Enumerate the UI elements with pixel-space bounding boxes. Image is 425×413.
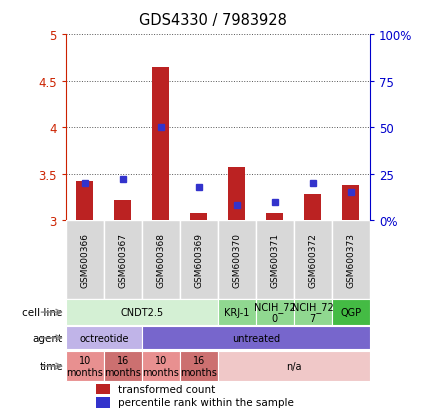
FancyBboxPatch shape [180, 351, 218, 381]
FancyBboxPatch shape [66, 221, 104, 299]
FancyBboxPatch shape [332, 300, 370, 325]
Text: GSM600369: GSM600369 [194, 233, 203, 287]
FancyBboxPatch shape [218, 351, 370, 381]
Text: GSM600366: GSM600366 [80, 233, 89, 287]
Text: 10
months: 10 months [142, 355, 179, 377]
FancyBboxPatch shape [66, 300, 218, 325]
Text: GSM600372: GSM600372 [308, 233, 317, 287]
Bar [76, 182, 94, 221]
Bar [190, 214, 207, 221]
Text: n/a: n/a [286, 361, 301, 371]
Bar [152, 68, 170, 221]
Text: transformed count: transformed count [118, 384, 215, 394]
Text: GSM600367: GSM600367 [118, 233, 127, 287]
FancyBboxPatch shape [256, 221, 294, 299]
Bar [266, 214, 283, 221]
FancyBboxPatch shape [104, 221, 142, 299]
FancyBboxPatch shape [294, 221, 332, 299]
Text: NCIH_72
7: NCIH_72 7 [292, 301, 334, 324]
FancyBboxPatch shape [66, 327, 142, 349]
Text: GSM600368: GSM600368 [156, 233, 165, 287]
Bar [228, 168, 245, 221]
Text: 16
months: 16 months [105, 355, 141, 377]
Bar [114, 200, 131, 221]
FancyBboxPatch shape [294, 300, 332, 325]
Bar [304, 195, 321, 221]
Bar [96, 384, 110, 394]
Text: 16
months: 16 months [180, 355, 217, 377]
FancyBboxPatch shape [142, 327, 370, 349]
Text: cell line: cell line [23, 307, 63, 317]
Text: time: time [39, 361, 63, 371]
Text: percentile rank within the sample: percentile rank within the sample [118, 397, 293, 407]
FancyBboxPatch shape [256, 300, 294, 325]
Text: octreotide: octreotide [79, 333, 129, 343]
Text: GDS4330 / 7983928: GDS4330 / 7983928 [139, 13, 286, 28]
Text: agent: agent [33, 333, 63, 343]
Bar [342, 185, 359, 221]
FancyBboxPatch shape [142, 351, 180, 381]
Bar [96, 397, 110, 408]
FancyBboxPatch shape [142, 221, 180, 299]
Text: GSM600370: GSM600370 [232, 233, 241, 287]
FancyBboxPatch shape [180, 221, 218, 299]
Text: GSM600373: GSM600373 [346, 233, 355, 287]
FancyBboxPatch shape [218, 221, 256, 299]
Text: untreated: untreated [232, 333, 280, 343]
Text: NCIH_72
0: NCIH_72 0 [254, 301, 296, 324]
FancyBboxPatch shape [66, 351, 104, 381]
Text: 10
months: 10 months [66, 355, 103, 377]
FancyBboxPatch shape [218, 300, 256, 325]
Text: CNDT2.5: CNDT2.5 [120, 307, 163, 317]
FancyBboxPatch shape [104, 351, 142, 381]
FancyBboxPatch shape [332, 221, 370, 299]
Text: GSM600371: GSM600371 [270, 233, 279, 287]
Text: KRJ-1: KRJ-1 [224, 307, 249, 317]
Text: QGP: QGP [340, 307, 361, 317]
